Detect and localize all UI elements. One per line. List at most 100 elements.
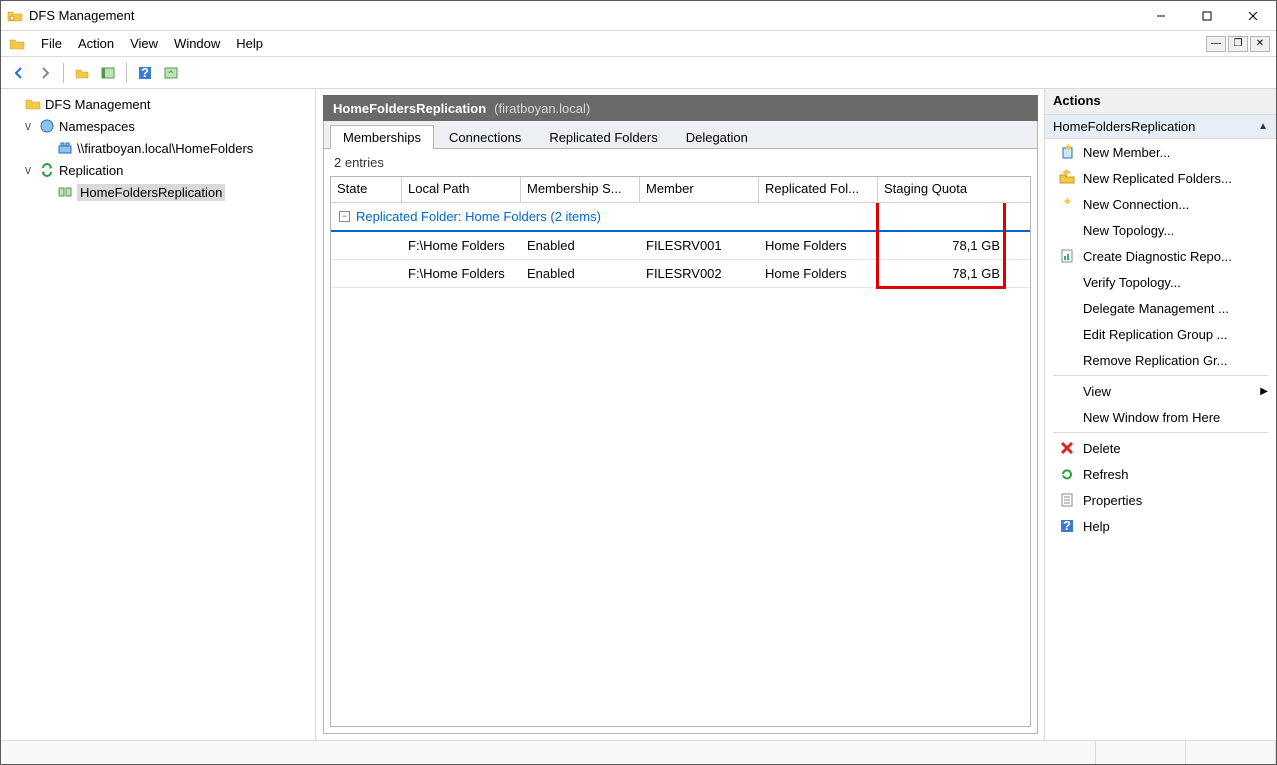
app-icon [7, 8, 23, 24]
menu-help[interactable]: Help [228, 34, 271, 53]
content-pane: HomeFoldersReplication (firatboyan.local… [316, 89, 1044, 740]
tree-replication-group[interactable]: HomeFoldersReplication [3, 181, 315, 203]
help-button[interactable]: ? [133, 61, 157, 85]
svg-text:✦: ✦ [1061, 170, 1072, 180]
up-button[interactable] [70, 61, 94, 85]
menu-file[interactable]: File [33, 34, 70, 53]
tree-namespaces[interactable]: v Namespaces [3, 115, 315, 137]
blank-icon [1059, 300, 1075, 316]
action-refresh[interactable]: Refresh [1045, 461, 1276, 487]
action-new-member[interactable]: ✦New Member... [1045, 139, 1276, 165]
namespace-item-icon [57, 140, 73, 156]
action-label: View [1083, 384, 1111, 399]
help-icon: ? [1059, 518, 1075, 534]
expand-toggle[interactable]: v [21, 119, 35, 133]
action-help[interactable]: ? Help [1045, 513, 1276, 539]
collapse-section-icon[interactable]: ▲ [1258, 121, 1268, 132]
actions-divider [1053, 432, 1268, 433]
svg-text:✦: ✦ [1062, 196, 1073, 209]
mdi-close[interactable]: ✕ [1250, 36, 1270, 52]
replication-icon [39, 162, 55, 178]
action-new-topology[interactable]: New Topology... [1045, 217, 1276, 243]
refresh-icon [1059, 466, 1075, 482]
table-row[interactable]: F:\Home Folders Enabled FILESRV001 Home … [331, 232, 1030, 260]
table-row[interactable]: F:\Home Folders Enabled FILESRV002 Home … [331, 260, 1030, 288]
minimize-button[interactable] [1138, 1, 1184, 30]
content-header: HomeFoldersReplication (firatboyan.local… [323, 95, 1038, 121]
tree-root[interactable]: DFS Management [3, 93, 315, 115]
action-new-replicated-folders[interactable]: ✦ New Replicated Folders... [1045, 165, 1276, 191]
collapse-icon[interactable]: − [339, 211, 350, 222]
actions-header: Actions [1045, 89, 1276, 115]
action-label: Refresh [1083, 467, 1129, 482]
action-label: New Replicated Folders... [1083, 171, 1232, 186]
replication-group-icon [57, 184, 73, 200]
menu-action[interactable]: Action [70, 34, 122, 53]
titlebar: DFS Management [1, 1, 1276, 31]
col-member[interactable]: Member [640, 177, 759, 202]
tab-connections[interactable]: Connections [436, 125, 534, 149]
action-label: Help [1083, 519, 1110, 534]
show-hide-button[interactable] [96, 61, 120, 85]
action-create-diagnostic-repo[interactable]: Create Diagnostic Repo... [1045, 243, 1276, 269]
tree-namespace-path[interactable]: \\firatboyan.local\HomeFolders [3, 137, 315, 159]
close-button[interactable] [1230, 1, 1276, 30]
maximize-button[interactable] [1184, 1, 1230, 30]
statusbar [1, 740, 1276, 764]
tree-replication[interactable]: v Replication [3, 159, 315, 181]
entries-count: 2 entries [324, 149, 1037, 176]
content-title: HomeFoldersReplication [333, 101, 486, 116]
action-label: Edit Replication Group ... [1083, 327, 1228, 342]
action-remove-replication-gr[interactable]: Remove Replication Gr... [1045, 347, 1276, 373]
actions-divider [1053, 375, 1268, 376]
action-new-window-from-here[interactable]: New Window from Here [1045, 404, 1276, 430]
mdi-minimize[interactable]: — [1206, 36, 1226, 52]
expand-toggle[interactable]: v [21, 163, 35, 177]
new-connection-icon: ✦ [1059, 196, 1075, 212]
action-verify-topology[interactable]: Verify Topology... [1045, 269, 1276, 295]
dfs-icon [25, 96, 41, 112]
tab-strip: Memberships Connections Replicated Folde… [323, 121, 1038, 149]
mdi-restore[interactable]: ❐ [1228, 36, 1248, 52]
col-state[interactable]: State [331, 177, 402, 202]
blank-icon [1059, 274, 1075, 290]
action-delete[interactable]: Delete [1045, 435, 1276, 461]
action-delegate-management[interactable]: Delegate Management ... [1045, 295, 1276, 321]
action-label: Verify Topology... [1083, 275, 1181, 290]
col-membership-status[interactable]: Membership S... [521, 177, 640, 202]
col-staging-quota[interactable]: Staging Quota [878, 177, 1006, 202]
forward-button[interactable] [33, 61, 57, 85]
action-new-connection[interactable]: ✦New Connection... [1045, 191, 1276, 217]
grid-header: State Local Path Membership S... Member … [331, 177, 1030, 203]
refresh-tool[interactable] [159, 61, 183, 85]
tab-memberships[interactable]: Memberships [330, 125, 434, 149]
col-replicated-folder[interactable]: Replicated Fol... [759, 177, 878, 202]
menu-window[interactable]: Window [166, 34, 228, 53]
tab-replicated-folders[interactable]: Replicated Folders [536, 125, 670, 149]
action-label: Delete [1083, 441, 1121, 456]
action-properties[interactable]: Properties [1045, 487, 1276, 513]
tab-delegation[interactable]: Delegation [673, 125, 761, 149]
blank-icon [1059, 326, 1075, 342]
properties-icon [1059, 492, 1075, 508]
group-label: Replicated Folder: Home Folders (2 items… [356, 209, 601, 224]
menubar: File Action View Window Help — ❐ ✕ [1, 31, 1276, 57]
col-local-path[interactable]: Local Path [402, 177, 521, 202]
back-button[interactable] [7, 61, 31, 85]
menu-view[interactable]: View [122, 34, 166, 53]
actions-section[interactable]: HomeFoldersReplication ▲ [1045, 115, 1276, 139]
navigation-tree: DFS Management v Namespaces \\firatboyan… [1, 89, 316, 740]
blank-icon [1059, 352, 1075, 368]
window-title: DFS Management [29, 8, 1138, 23]
delete-icon [1059, 440, 1075, 456]
blank-icon [1059, 409, 1075, 425]
blank-icon [1059, 383, 1075, 399]
blank-icon [1059, 222, 1075, 238]
action-label: Remove Replication Gr... [1083, 353, 1228, 368]
actions-pane: Actions HomeFoldersReplication ▲ ✦New Me… [1044, 89, 1276, 740]
group-row[interactable]: − Replicated Folder: Home Folders (2 ite… [331, 203, 1030, 232]
action-view[interactable]: View▶ [1045, 378, 1276, 404]
action-label: Delegate Management ... [1083, 301, 1229, 316]
app-window: DFS Management File Action View Window H… [0, 0, 1277, 765]
action-edit-replication-group[interactable]: Edit Replication Group ... [1045, 321, 1276, 347]
